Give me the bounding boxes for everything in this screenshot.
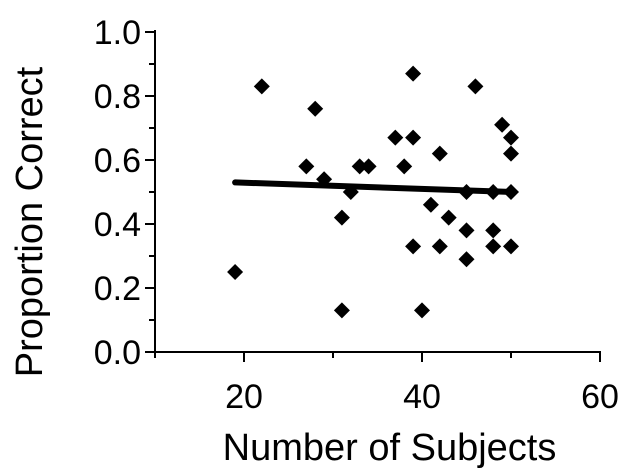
data-point <box>333 209 350 226</box>
data-point <box>458 184 475 200</box>
data-point <box>458 251 475 268</box>
data-point <box>298 158 315 175</box>
data-point <box>503 238 519 255</box>
data-point <box>405 129 422 146</box>
data-point <box>503 129 519 146</box>
data-point <box>485 238 502 255</box>
data-point <box>503 145 519 162</box>
data-point <box>431 238 448 255</box>
y-tick-label: 0.6 <box>94 142 141 180</box>
data-point <box>467 78 484 95</box>
data-point <box>440 209 457 226</box>
data-point <box>458 222 475 239</box>
data-point <box>307 100 324 117</box>
x-tick-label: 20 <box>225 378 263 416</box>
data-point <box>396 158 413 175</box>
data-point <box>227 264 244 280</box>
y-tick-label: 0.2 <box>94 270 141 308</box>
data-point <box>316 171 333 188</box>
x-tick-label: 60 <box>581 378 619 416</box>
data-point <box>387 129 404 146</box>
axes <box>154 30 601 353</box>
data-point <box>431 145 448 162</box>
y-tick-label: 0.4 <box>94 206 141 244</box>
data-point <box>360 158 377 175</box>
data-point <box>351 158 368 175</box>
y-tick-label: 1.0 <box>94 14 141 52</box>
y-tick-label: 0.0 <box>94 334 141 372</box>
data-point <box>253 78 270 95</box>
data-point <box>485 184 502 200</box>
data-points <box>227 65 519 319</box>
data-point <box>414 302 430 319</box>
tick-labels: 0.0 0.2 0.4 0.6 0.8 1.0 20 40 60 <box>94 14 619 416</box>
data-point <box>503 184 519 200</box>
data-point <box>422 196 439 213</box>
data-point <box>333 302 350 319</box>
y-axis-title: Proportion Correct <box>9 66 51 377</box>
x-tick-label: 40 <box>403 378 441 416</box>
data-point <box>494 116 511 133</box>
data-point <box>405 238 422 255</box>
data-point <box>405 65 422 82</box>
data-point <box>342 184 359 200</box>
data-point <box>485 222 502 239</box>
axis-ticks <box>145 31 601 362</box>
x-axis-title: Number of Subjects <box>223 427 557 469</box>
y-tick-label: 0.8 <box>94 78 141 116</box>
